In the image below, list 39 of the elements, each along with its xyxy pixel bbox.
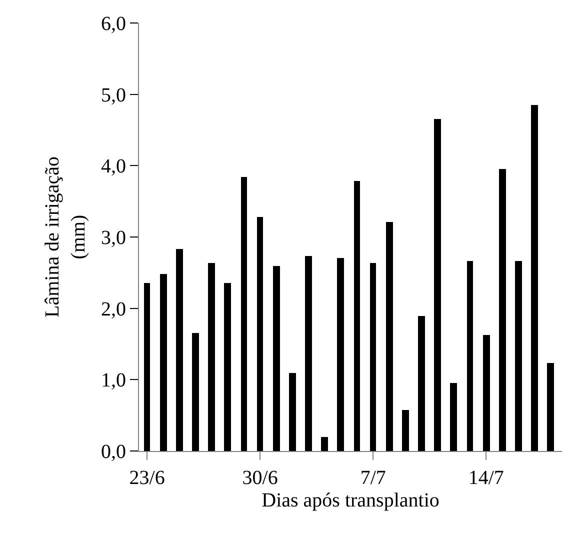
bar [305,256,312,451]
x-tick-label: 14/7 [468,467,504,489]
x-tick-label: 7/7 [360,467,386,489]
bar [289,373,296,451]
y-tick-label: 6,0 [101,13,126,35]
bar [450,383,457,451]
y-tick-label: 0,0 [101,441,126,463]
bar [467,261,473,451]
bar [370,263,376,451]
y-tick-label: 3,0 [101,227,126,249]
bar [208,263,215,451]
bar [499,169,506,451]
bar [547,363,554,451]
x-axis-title: Dias após transplantio [262,490,440,512]
bar [402,410,409,451]
y-tick-label: 1,0 [101,370,126,392]
bar [418,316,425,451]
y-tick-label: 2,0 [101,298,126,320]
bar [321,437,328,451]
bar [160,274,167,451]
y-tick-label: 4,0 [101,156,126,178]
bar [434,119,441,451]
bar [144,283,150,451]
x-tick-label: 23/6 [129,467,165,489]
bar [192,333,199,451]
bar [515,261,522,451]
bar [354,181,360,451]
bar [337,258,344,451]
bar [531,105,538,451]
bar [273,266,280,451]
x-tick-label: 30/6 [242,467,278,489]
bar [386,222,393,451]
bar [224,283,231,451]
y-tick-label: 5,0 [101,84,126,106]
bar [483,335,490,451]
bar [257,217,263,451]
bar [176,249,183,451]
y-axis-title: Lâmina de irrigação (mm) [42,156,90,318]
bar [241,177,247,451]
